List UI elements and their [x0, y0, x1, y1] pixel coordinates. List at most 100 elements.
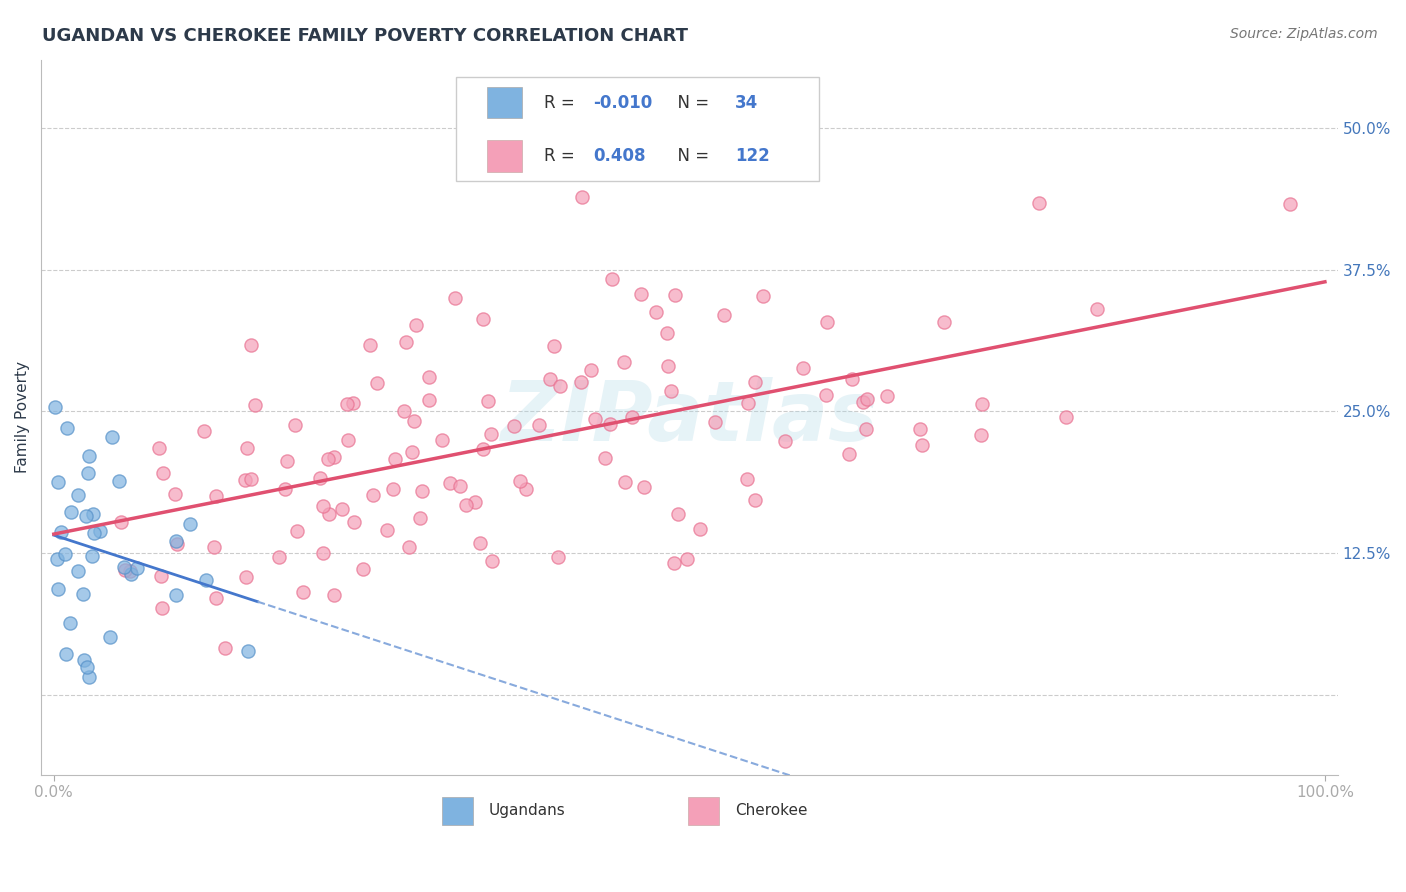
Point [125, 561, 148, 575]
Point [655, 326, 678, 340]
Point [56, 421, 79, 435]
Point [55, 648, 77, 662]
Point [152, 466, 174, 480]
Point [613, 475, 636, 490]
Point [285, 524, 308, 538]
Point [100, 430, 122, 444]
Point [515, 482, 537, 496]
Point [49, 524, 72, 539]
Text: R =: R = [544, 147, 581, 165]
Point [276, 454, 298, 468]
Point [165, 534, 187, 549]
Point [908, 421, 931, 435]
Point [664, 288, 686, 302]
Point [703, 415, 725, 429]
Point [359, 338, 381, 352]
Text: UGANDAN VS CHEROKEE FAMILY POVERTY CORRELATION CHART: UGANDAN VS CHEROKEE FAMILY POVERTY CORRE… [42, 27, 688, 45]
Point [792, 360, 814, 375]
Point [970, 397, 993, 411]
Point [165, 588, 187, 602]
Point [80, 549, 103, 563]
Point [444, 291, 467, 305]
Text: N =: N = [668, 94, 714, 112]
Point [1278, 197, 1301, 211]
Point [318, 507, 340, 521]
Point [662, 556, 685, 570]
Point [202, 540, 225, 554]
Text: 0.408: 0.408 [593, 147, 645, 165]
Point [876, 389, 898, 403]
Point [150, 600, 173, 615]
Point [814, 388, 837, 402]
Point [815, 315, 838, 329]
Point [569, 375, 592, 389]
Point [236, 644, 259, 658]
Text: -0.010: -0.010 [593, 94, 652, 112]
FancyBboxPatch shape [486, 140, 522, 172]
Point [411, 483, 433, 498]
Point [148, 442, 170, 456]
Point [430, 433, 453, 447]
Point [1054, 410, 1077, 425]
Point [395, 334, 418, 349]
Point [112, 560, 135, 574]
Point [405, 318, 427, 332]
Point [527, 417, 550, 432]
Text: Source: ZipAtlas.com: Source: ZipAtlas.com [1230, 27, 1378, 41]
Point [470, 535, 492, 549]
Point [644, 305, 666, 319]
Point [602, 271, 624, 285]
Point [621, 409, 644, 424]
FancyBboxPatch shape [441, 797, 472, 825]
Point [363, 488, 385, 502]
Point [398, 540, 420, 554]
Point [392, 404, 415, 418]
Point [543, 339, 565, 353]
Point [46, 552, 69, 566]
Point [401, 445, 423, 459]
Text: 34: 34 [735, 94, 758, 112]
Point [657, 359, 679, 373]
Point [659, 384, 682, 398]
Point [73, 653, 96, 667]
FancyBboxPatch shape [688, 797, 720, 825]
Point [450, 479, 472, 493]
Point [72, 587, 94, 601]
Point [775, 434, 797, 449]
Point [855, 421, 877, 435]
Point [1085, 301, 1108, 316]
Point [630, 286, 652, 301]
Point [337, 434, 360, 448]
Point [599, 417, 621, 431]
Point [240, 472, 263, 486]
Point [382, 482, 405, 496]
Point [932, 315, 955, 329]
Point [509, 475, 531, 489]
Point [59, 615, 82, 630]
Point [332, 502, 354, 516]
FancyBboxPatch shape [456, 78, 820, 181]
Point [165, 486, 187, 500]
Point [76, 659, 98, 673]
Point [336, 397, 359, 411]
Point [240, 337, 263, 351]
Point [409, 511, 432, 525]
Point [751, 288, 773, 302]
Point [852, 394, 875, 409]
Point [418, 392, 440, 407]
Point [676, 551, 699, 566]
Point [108, 474, 131, 488]
Point [243, 398, 266, 412]
Point [118, 564, 141, 578]
Point [110, 516, 132, 530]
Point [83, 525, 105, 540]
Text: ZIPatlas: ZIPatlas [501, 376, 879, 458]
Point [342, 396, 364, 410]
Point [352, 562, 374, 576]
Point [235, 570, 257, 584]
Text: 122: 122 [735, 147, 769, 165]
Point [55, 547, 77, 561]
Point [970, 427, 993, 442]
Point [838, 447, 860, 461]
Point [312, 499, 335, 513]
